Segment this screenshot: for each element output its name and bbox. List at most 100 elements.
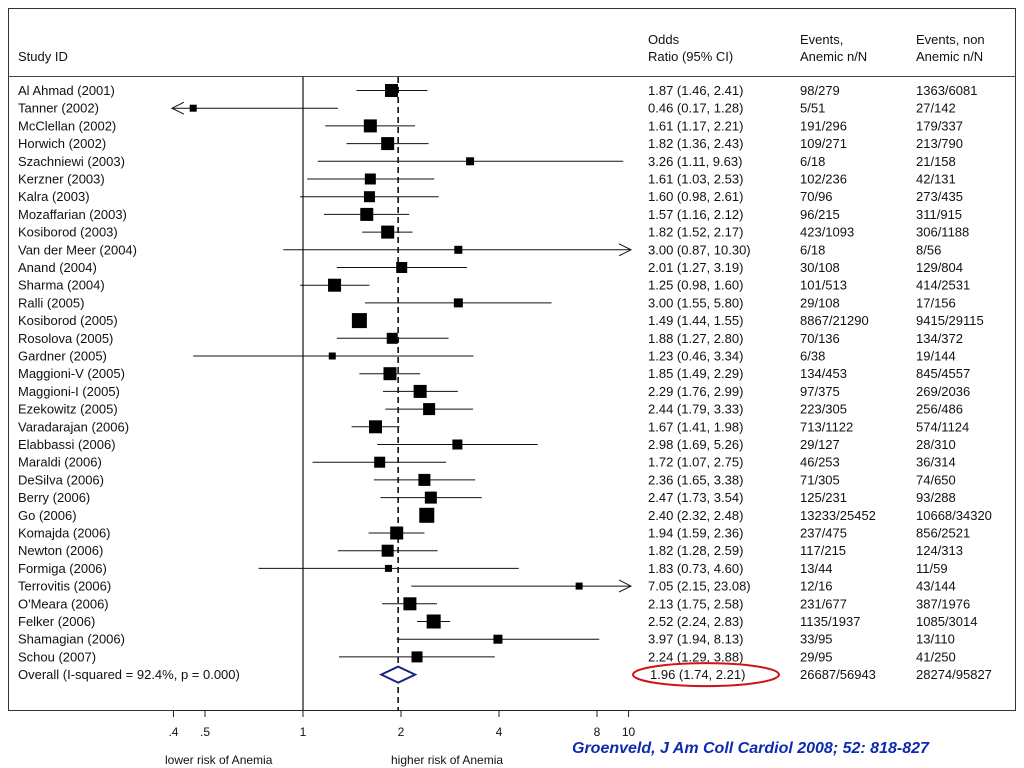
overall-events-non-anemic: 28274/95827 [916, 667, 992, 682]
odds-ratio-ci: 1.82 (1.52, 2.17) [648, 225, 743, 240]
events-non-anemic: 13/110 [916, 632, 955, 647]
events-anemic: 29/95 [800, 649, 833, 664]
events-non-anemic: 414/2531 [916, 278, 970, 293]
study-row: Ezekowitz (2005) 2.44 (1.79, 3.33) 223/305… [18, 402, 963, 417]
events-anemic: 71/305 [800, 472, 840, 487]
odds-ratio-ci: 1.83 (0.73, 4.60) [648, 561, 743, 576]
point-estimate-dot [418, 389, 422, 393]
x-tick-label: .4 [168, 725, 178, 739]
header-events-anemic: Events, Anemic n/N [800, 32, 868, 64]
x-tick-label: 2 [398, 725, 405, 739]
study-rows: Al Ahmad (2001) 1.87 (1.46, 2.41) 98/279 13… [18, 83, 992, 664]
study-name: Maraldi (2006) [18, 455, 102, 470]
odds-ratio-ci: 2.47 (1.73, 3.54) [648, 490, 743, 505]
events-non-anemic: 574/1124 [916, 419, 969, 434]
events-anemic: 109/271 [800, 136, 847, 151]
odds-ratio-ci: 1.87 (1.46, 2.41) [648, 83, 743, 98]
point-estimate-dot [330, 354, 334, 358]
point-estimate-dot [191, 106, 195, 110]
events-anemic: 70/96 [800, 189, 833, 204]
study-name: Go (2006) [18, 508, 77, 523]
point-estimate-dot [389, 89, 393, 92]
point-estimate-dot [386, 142, 390, 146]
odds-ratio-ci: 2.36 (1.65, 3.38) [648, 472, 743, 487]
study-row: Terrovitis (2006) 7.05 (2.15, 23.08) 12/16… [18, 579, 956, 594]
odds-ratio-ci: 1.82 (1.36, 2.43) [648, 136, 743, 151]
point-estimate-dot [496, 637, 500, 641]
point-estimate-dot [429, 496, 433, 500]
study-row: McClellan (2002) 1.61 (1.17, 2.21) 191/296… [18, 118, 963, 133]
study-row: Mozaffarian (2003) 1.57 (1.16, 2.12) 96/21… [18, 207, 962, 222]
odds-ratio-ci: 1.57 (1.16, 2.12) [648, 207, 743, 222]
events-anemic: 102/236 [800, 172, 847, 187]
study-name: Varadarajan (2006) [18, 419, 129, 434]
header-odds-ratio: Odds Ratio (95% CI) [648, 32, 734, 64]
point-estimate-dot [455, 443, 459, 446]
events-non-anemic: 124/313 [916, 543, 963, 558]
events-non-anemic: 21/158 [916, 154, 956, 169]
study-name: Sharma (2004) [18, 278, 105, 293]
study-row: Kerzner (2003) 1.61 (1.03, 2.53) 102/236 42… [18, 172, 956, 187]
study-row: Horwich (2002) 1.82 (1.36, 2.43) 109/271 21… [18, 136, 963, 151]
events-non-anemic: 93/288 [916, 490, 956, 505]
events-non-anemic: 19/144 [916, 349, 956, 364]
point-estimate-dot [415, 655, 419, 659]
study-name: McClellan (2002) [18, 118, 116, 133]
study-row: Elabbassi (2006) 2.98 (1.69, 5.26) 29/127 2… [18, 437, 956, 452]
point-estimate-dot [432, 620, 436, 623]
study-name: Schou (2007) [18, 649, 96, 664]
point-estimate-dot [427, 407, 431, 411]
highlight-ellipse [632, 662, 780, 688]
point-estimate-dot [395, 531, 399, 535]
events-non-anemic: 36/314 [916, 455, 956, 470]
odds-ratio-ci: 3.26 (1.11, 9.63) [648, 154, 742, 169]
study-row: Shamagian (2006) 3.97 (1.94, 8.13) 33/95 13… [18, 632, 955, 647]
study-name: Felker (2006) [18, 614, 95, 629]
point-estimate-dot [357, 319, 361, 323]
x-label-right: higher risk of Anemia [391, 753, 503, 767]
events-anemic: 134/453 [800, 366, 847, 381]
events-non-anemic: 8/56 [916, 242, 941, 257]
events-anemic: 5/51 [800, 101, 825, 116]
point-estimate-dot [333, 283, 337, 287]
header-events-non-anemic: Events, non Anemic n/N [916, 32, 985, 64]
study-name: Rosolova (2005) [18, 331, 113, 346]
study-row: Komajda (2006) 1.94 (1.59, 2.36) 237/475 85… [18, 526, 970, 541]
odds-ratio-ci: 1.49 (1.44, 1.55) [648, 313, 743, 328]
study-row: Maraldi (2006) 1.72 (1.07, 2.75) 46/253 36/… [18, 455, 956, 470]
events-anemic: 33/95 [800, 632, 833, 647]
point-estimate-dot [386, 230, 390, 234]
odds-ratio-ci: 2.52 (2.24, 2.83) [648, 614, 743, 629]
study-row: Ralli (2005) 3.00 (1.55, 5.80) 29/108 17/15… [18, 295, 956, 310]
odds-ratio-ci: 3.00 (1.55, 5.80) [648, 295, 743, 310]
events-non-anemic: 845/4557 [916, 366, 970, 381]
study-name: Komajda (2006) [18, 526, 111, 541]
events-non-anemic: 28/310 [916, 437, 956, 452]
point-estimate-dot [422, 478, 426, 482]
odds-ratio-ci: 3.97 (1.94, 8.13) [648, 632, 743, 647]
odds-ratio-ci: 1.61 (1.03, 2.53) [648, 172, 743, 187]
events-non-anemic: 311/915 [916, 207, 962, 222]
point-estimate-dot [468, 159, 472, 163]
events-non-anemic: 10668/34320 [916, 508, 992, 523]
odds-ratio-ci: 3.00 (0.87, 10.30) [648, 242, 751, 257]
odds-ratio-ci: 7.05 (2.15, 23.08) [648, 579, 751, 594]
events-anemic: 223/305 [800, 402, 847, 417]
events-non-anemic: 11/59 [916, 561, 948, 576]
events-anemic: 6/18 [800, 242, 825, 257]
study-row: Al Ahmad (2001) 1.87 (1.46, 2.41) 98/279 13… [18, 83, 977, 98]
events-non-anemic: 213/790 [916, 136, 963, 151]
study-row: Anand (2004) 2.01 (1.27, 3.19) 30/108 129/8… [18, 260, 963, 275]
point-estimate-dot [400, 266, 404, 269]
study-name: Kerzner (2003) [18, 172, 105, 187]
events-anemic: 97/375 [800, 384, 840, 399]
study-row: Kalra (2003) 1.60 (0.98, 2.61) 70/96 273/43… [18, 189, 963, 204]
study-row: Go (2006) 2.40 (2.32, 2.48) 13233/25452 106… [18, 507, 992, 523]
events-non-anemic: 387/1976 [916, 596, 970, 611]
study-row: Kosiborod (2005) 1.49 (1.44, 1.55) 8867/21… [18, 313, 984, 329]
reference-lines [302, 77, 399, 710]
point-estimate-dot [367, 195, 371, 199]
overall-odds-ratio-ci: 1.96 (1.74, 2.21) [650, 667, 745, 682]
events-non-anemic: 179/337 [916, 118, 963, 133]
events-anemic: 1135/1937 [800, 614, 861, 629]
